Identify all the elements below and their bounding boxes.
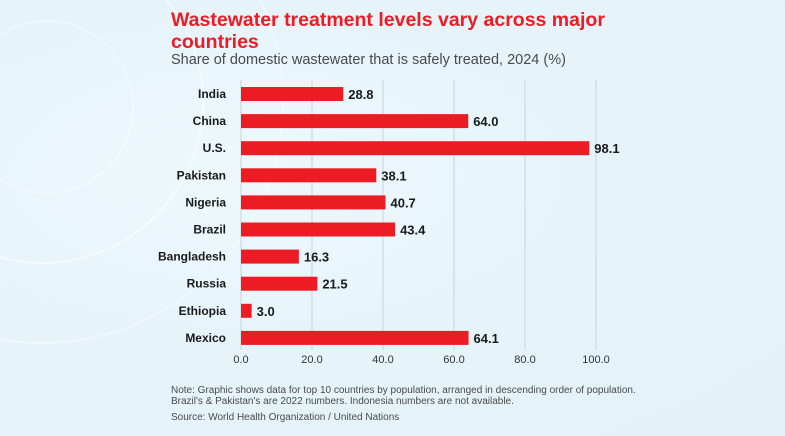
x-axis-ticks: 0.0 20.0 40.0 60.0 80.0 100.0 [233,354,609,366]
bar [241,114,469,129]
value-label: 40.7 [390,195,415,210]
bar [241,141,590,156]
category-label: Ethiopia [179,304,227,318]
x-tick-label: 20.0 [301,354,322,366]
category-label: China [193,114,227,128]
value-label: 64.0 [473,114,498,129]
bars [241,87,590,345]
category-label: Bangladesh [158,250,226,264]
bar [241,87,344,101]
bar [241,195,386,210]
value-label: 98.1 [594,141,619,156]
bar [241,303,252,318]
x-tick-label: 80.0 [514,354,535,366]
value-label: 64.1 [474,331,499,346]
x-tick-label: 0.0 [233,354,248,366]
chart-note: Note: Graphic shows data for top 10 coun… [171,385,636,407]
chart-title: Wastewater treatment levels vary across … [171,9,605,53]
category-label: Nigeria [185,195,226,209]
value-label: 28.8 [348,87,373,102]
x-tick-label: 60.0 [443,354,464,366]
bar [241,249,299,264]
value-label: 43.4 [400,223,426,238]
x-tick-label: 40.0 [372,354,393,366]
category-label: Mexico [185,331,226,345]
value-label: 21.5 [322,277,347,292]
category-label: Pakistan [177,168,226,182]
category-label: Russia [187,277,227,291]
category-label: India [198,87,226,101]
bar [241,222,396,237]
bar [241,330,469,345]
x-tick-label: 100.0 [582,354,610,366]
bar [241,168,377,183]
category-label: Brazil [193,223,226,237]
labels: India 28.8 China 64.0 U.S. 98.1 Pakistan 38.1 Ni… [158,87,620,346]
bar [241,276,318,291]
value-label: 16.3 [304,250,329,265]
chart-source: Source: World Health Organization / Unit… [171,412,400,423]
value-label: 3.0 [257,304,275,319]
category-label: U.S. [203,141,226,155]
chart-subtitle: Share of domestic wastewater that is saf… [171,52,566,68]
value-label: 38.1 [381,168,406,183]
